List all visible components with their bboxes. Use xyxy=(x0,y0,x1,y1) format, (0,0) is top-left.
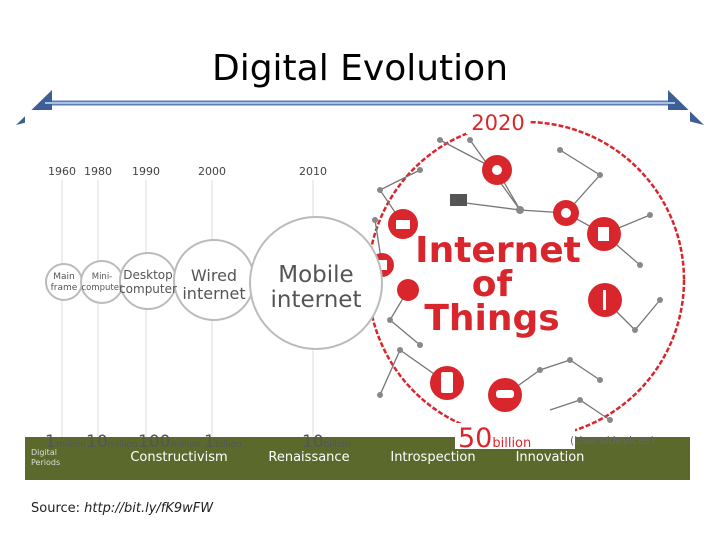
count: 10million xyxy=(86,432,138,452)
decoration xyxy=(597,377,603,383)
year-2020-badge: 2020 xyxy=(466,110,530,135)
decoration xyxy=(377,392,383,398)
source-label: Source: xyxy=(31,501,80,516)
decoration xyxy=(25,437,690,480)
year: 2000 xyxy=(198,165,226,178)
decoration xyxy=(45,216,383,350)
stage-label: internet xyxy=(182,284,245,303)
period: Innovation xyxy=(516,450,585,465)
count: 10billion xyxy=(302,432,351,452)
periods-label: Periods xyxy=(31,458,60,467)
stage-label: Wired xyxy=(191,266,237,285)
slide-title: Digital Evolution xyxy=(212,48,508,89)
decoration xyxy=(387,317,393,323)
decoration xyxy=(657,297,663,303)
decoration xyxy=(647,212,653,218)
decoration xyxy=(603,290,606,310)
stage-label: internet xyxy=(271,287,362,313)
source: Source: http://bit.ly/fK9wFW xyxy=(31,501,214,516)
decoration xyxy=(537,367,543,373)
decoration xyxy=(466,110,530,134)
period: Constructivism xyxy=(130,450,227,465)
source-url: http://bit.ly/fK9wFW xyxy=(84,501,214,516)
decoration xyxy=(437,137,443,143)
decoration xyxy=(396,220,410,229)
decoration xyxy=(372,217,378,223)
decoration xyxy=(598,227,609,241)
stage-label: Mobile xyxy=(278,262,353,288)
decoration xyxy=(557,147,563,153)
decoration xyxy=(607,417,613,423)
year: 1960 xyxy=(48,165,76,178)
count-unit: billion xyxy=(215,440,242,450)
year: 2020 xyxy=(471,111,524,135)
decoration xyxy=(496,390,514,398)
count-unit: billion xyxy=(492,436,531,451)
decoration xyxy=(504,359,601,396)
decoration xyxy=(632,327,638,333)
stage-label: Mini- xyxy=(92,272,113,282)
count: 1billion xyxy=(204,432,242,452)
stage-label: Desktop xyxy=(123,268,173,282)
decoration xyxy=(377,187,383,193)
decoration xyxy=(516,206,524,214)
decoration xyxy=(372,137,663,423)
decoration xyxy=(450,194,467,206)
decoration xyxy=(455,423,575,449)
year: 1990 xyxy=(132,165,160,178)
year: 2010 xyxy=(299,165,327,178)
decoration xyxy=(597,172,603,178)
decoration xyxy=(637,262,643,268)
decoration xyxy=(467,137,473,143)
count: 100million xyxy=(138,432,200,452)
decoration xyxy=(397,347,403,353)
count-number: 100 xyxy=(138,432,170,452)
decoration xyxy=(417,342,423,348)
decoration xyxy=(377,260,387,270)
count-number: 1 xyxy=(45,432,56,452)
count-unit: million xyxy=(170,440,200,450)
stage-label: frame xyxy=(51,283,78,293)
count-number: 50 xyxy=(458,423,492,454)
count-unit: million xyxy=(56,440,86,450)
stage-label: computer xyxy=(119,282,177,296)
count: 50billion xyxy=(458,423,531,454)
count: 1million xyxy=(45,432,86,452)
stage-label: Main xyxy=(53,272,75,282)
year: 1980 xyxy=(84,165,112,178)
count-number: 10 xyxy=(302,432,324,452)
decoration xyxy=(45,263,83,301)
decoration xyxy=(80,260,124,304)
count-number: 10 xyxy=(86,432,108,452)
decoration xyxy=(366,120,686,440)
decoration xyxy=(377,165,609,398)
period: Renaissance xyxy=(268,450,349,465)
decoration xyxy=(397,279,419,301)
period: Introspection xyxy=(390,450,475,465)
decoration xyxy=(561,208,571,218)
periods-label: Digital xyxy=(31,448,57,457)
stage-label: Things xyxy=(424,298,559,339)
stage-label: Internet xyxy=(415,230,581,271)
counts-note: (Users/devices) xyxy=(570,434,655,447)
stage-label: computer xyxy=(82,283,123,293)
count-number: 1 xyxy=(204,432,215,452)
decoration xyxy=(417,167,423,173)
decoration xyxy=(492,165,502,175)
stage-label: of xyxy=(472,264,513,305)
decoration xyxy=(249,216,383,350)
infographic xyxy=(25,110,690,480)
counts: 1million 10million 100million 1billion 1… xyxy=(45,423,655,454)
decoration xyxy=(567,357,573,363)
count-unit: billion xyxy=(324,440,351,450)
decoration xyxy=(441,372,453,393)
count-unit: million xyxy=(108,440,138,450)
decoration xyxy=(577,397,583,403)
